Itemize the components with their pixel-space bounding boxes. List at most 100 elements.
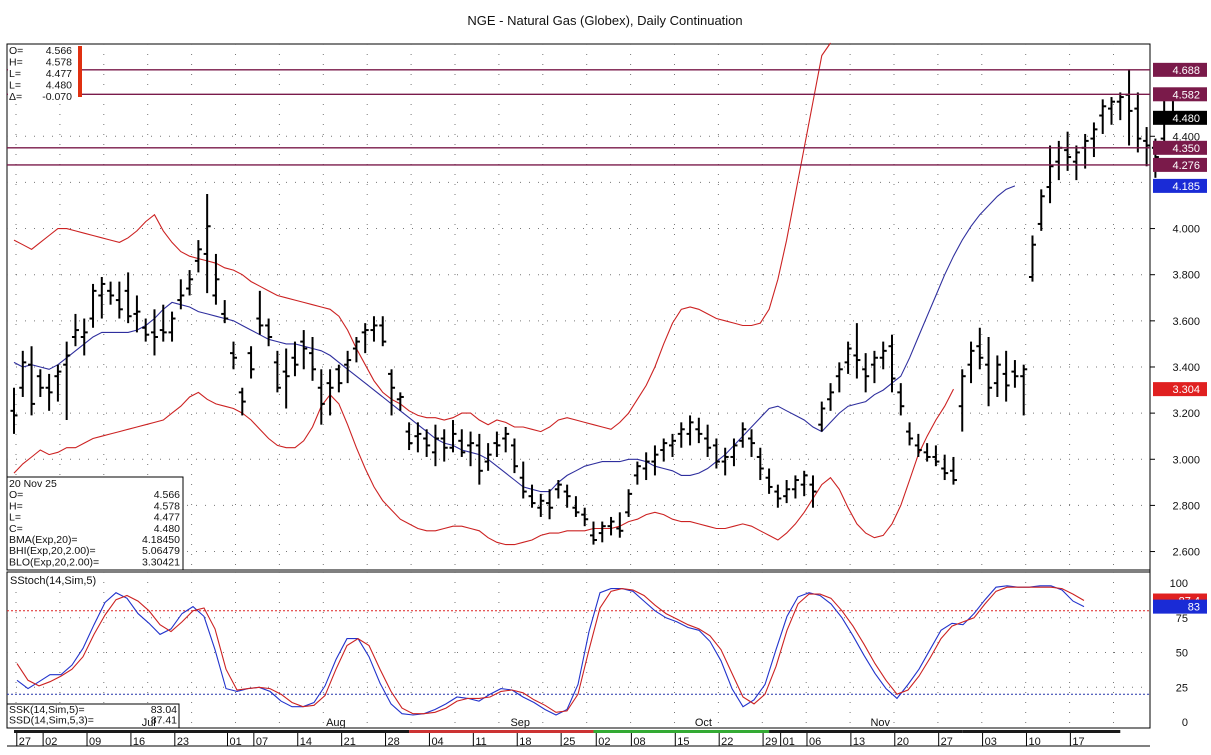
ohlc-bar xyxy=(932,445,940,467)
ohlc-bar xyxy=(1072,145,1080,181)
ohlc-bar xyxy=(291,341,299,377)
price-axis-label: 4.400 xyxy=(1172,131,1200,143)
month-label: Jul xyxy=(142,717,156,729)
price-level-tag: 4.276 xyxy=(1172,160,1200,172)
ohlc-bar xyxy=(519,461,527,499)
ohlc-bar xyxy=(98,277,106,319)
header-readout-value: 4.566 xyxy=(46,45,72,57)
ohlc-bar xyxy=(546,489,554,520)
ohlc-bar xyxy=(475,433,483,485)
session-band xyxy=(409,730,594,733)
data-window-value: 3.30421 xyxy=(142,556,180,568)
ohlc-bar xyxy=(616,512,624,538)
ohlc-bar xyxy=(721,447,729,476)
ohlc-bar xyxy=(1099,99,1107,134)
ohlc-bar xyxy=(589,521,597,545)
ohlc-bar xyxy=(326,369,334,416)
ohlc-bar xyxy=(194,240,202,273)
header-readout-key: L= xyxy=(9,68,21,80)
ohlc-bar xyxy=(247,346,255,379)
ohlc-bar xyxy=(1116,92,1124,121)
stoch-data-window-value: 83.04 xyxy=(151,704,177,716)
ohlc-bar xyxy=(396,392,404,411)
ohlc-bar xyxy=(862,353,870,393)
data-window-value: 4.480 xyxy=(154,523,180,535)
ohlc-bar xyxy=(835,362,843,393)
price-level-tag-bg xyxy=(1153,157,1207,172)
ohlc-bar xyxy=(212,253,220,305)
stoch-value-tag-bg xyxy=(1153,599,1207,614)
stoch-value-tag: 83 xyxy=(1188,602,1200,614)
ohlc-bar xyxy=(458,429,466,457)
month-label: Aug xyxy=(326,717,346,729)
ohlc-bar xyxy=(379,316,387,347)
price-axis-label: 2.800 xyxy=(1172,500,1200,512)
value-tag-bg xyxy=(1153,178,1207,193)
data-window-box xyxy=(6,476,184,571)
ohlc-bar xyxy=(71,313,79,347)
session-band xyxy=(962,730,1121,733)
ohlc-bar xyxy=(124,272,132,324)
ohlc-bar xyxy=(317,369,325,425)
x-axis-day-label: 02 xyxy=(45,736,57,748)
x-axis-day-label: 13 xyxy=(853,736,865,748)
ohlc-bar xyxy=(985,336,993,407)
ohlc-bar xyxy=(853,323,861,379)
ohlc-bar xyxy=(739,422,747,448)
value-tag: 3.304 xyxy=(1172,384,1200,396)
ohlc-bar xyxy=(1055,140,1063,181)
ohlc-bar xyxy=(493,431,501,457)
x-axis-day-label: 07 xyxy=(256,736,268,748)
stoch-title: SStoch(14,Sim,5) xyxy=(10,575,96,587)
ohlc-bar xyxy=(563,484,571,508)
session-band xyxy=(593,730,770,733)
ohlc-bar xyxy=(1011,360,1019,388)
ohlc-bar xyxy=(352,336,360,363)
ohlc-bar xyxy=(783,480,791,504)
ohlc-bar xyxy=(1090,122,1098,158)
ohlc-bar xyxy=(642,452,650,481)
ohlc-bar xyxy=(756,447,764,481)
ohlc-bar xyxy=(598,521,606,543)
price-level-tag-bg xyxy=(1153,87,1207,102)
ohlc-bar xyxy=(809,475,817,508)
stoch-axis-label: 25 xyxy=(1176,682,1188,694)
data-window-key: L= xyxy=(9,512,21,524)
header-readout-bg xyxy=(8,45,80,101)
stoch-data-window-key: SSD(14,Sim,5,3)= xyxy=(9,715,94,727)
ohlc-bar xyxy=(177,279,185,310)
session-band xyxy=(14,730,234,733)
ohlc-bar xyxy=(1143,127,1151,167)
header-readout-value: 4.480 xyxy=(46,80,72,92)
ohlc-bar xyxy=(273,350,281,393)
data-window-key: H= xyxy=(9,500,23,512)
ohlc-bar xyxy=(230,341,237,370)
price-level-tag: 4.582 xyxy=(1172,89,1200,101)
price-level-tag: 4.350 xyxy=(1172,143,1200,155)
ohlc-bar xyxy=(660,438,668,462)
ohlc-bar xyxy=(765,468,773,494)
x-axis-day-label: 15 xyxy=(677,736,689,748)
header-readout-key: O= xyxy=(9,45,23,57)
header-readout-bar xyxy=(78,46,82,97)
price-level-tag: 4.688 xyxy=(1172,65,1200,77)
ohlc-bar xyxy=(554,480,562,499)
ohlc-bar xyxy=(528,484,536,508)
ohlc-bar xyxy=(669,433,676,457)
ohlc-bar xyxy=(651,445,659,476)
ohlc-bar xyxy=(1046,145,1054,204)
x-axis-day-label: 18 xyxy=(519,736,531,748)
ohlc-bar xyxy=(581,507,589,527)
ohlc-bar xyxy=(370,316,378,342)
ohlc-bar xyxy=(572,496,580,517)
x-axis-day-label: 10 xyxy=(1028,736,1040,748)
ohlc-bar xyxy=(704,424,712,457)
header-readout-value: 4.477 xyxy=(46,68,72,80)
ohlc-bar xyxy=(388,369,396,416)
value-tag-bg xyxy=(1153,110,1207,125)
x-axis-day-label: 04 xyxy=(431,736,443,748)
ohlc-bar xyxy=(300,330,308,370)
ohlc-bar xyxy=(730,438,738,467)
